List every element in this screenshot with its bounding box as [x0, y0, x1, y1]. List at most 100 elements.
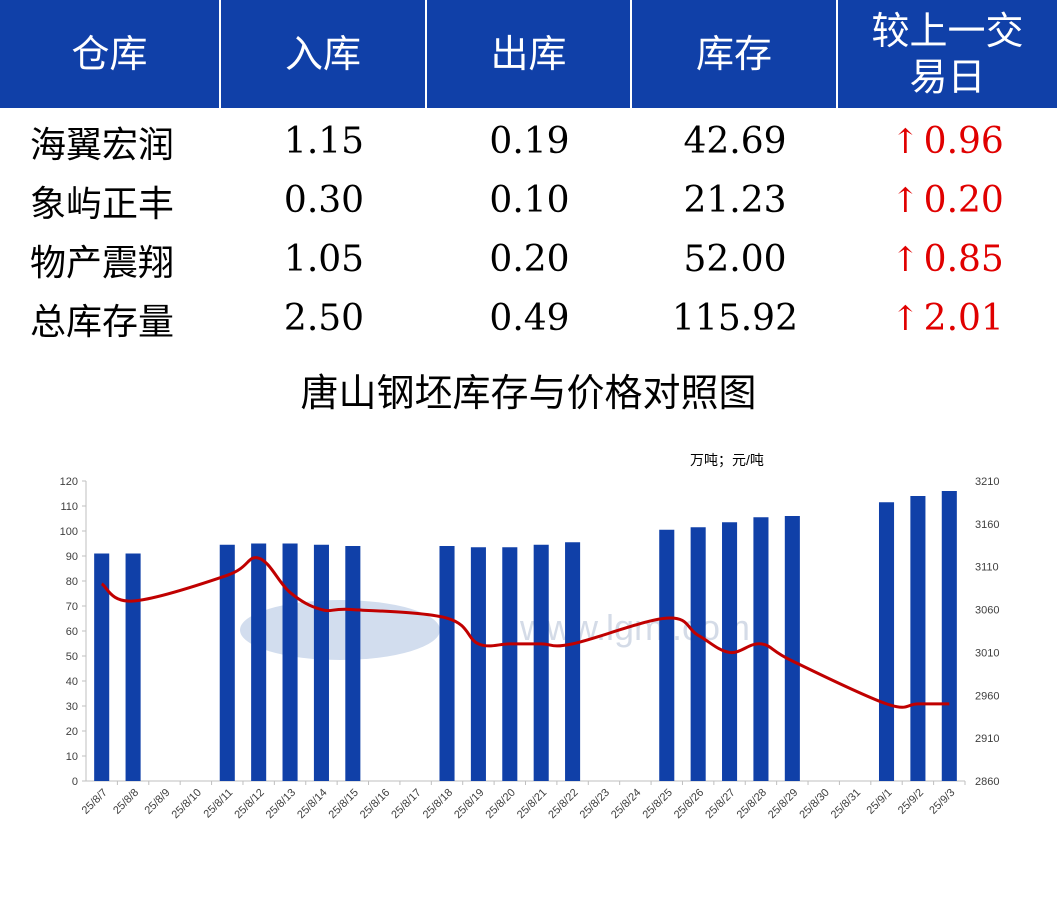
warehouse-name: 物产震翔 [30, 242, 175, 284]
left-tick-label: 70 [66, 601, 78, 613]
header-inbound: 入库 [221, 0, 427, 108]
inbound-value: 0.30 [283, 180, 365, 221]
table-row: 象屿正丰 0.30 0.10 21.23 ↑ 0.20 [0, 171, 1057, 230]
chart-title: 唐山钢坯库存与价格对照图 [300, 371, 757, 415]
x-tick-label: 25/8/11 [202, 787, 236, 821]
inbound-value: 2.50 [283, 298, 365, 339]
warehouse-name: 海翼宏润 [30, 124, 175, 166]
left-tick-label: 10 [66, 751, 78, 763]
change-value: 0.85 [923, 239, 1004, 280]
header-outbound: 出库 [427, 0, 632, 108]
inventory-bar [125, 553, 141, 781]
left-tick-label: 90 [66, 551, 78, 563]
right-tick-label: 2860 [975, 776, 999, 788]
warehouse-name: 象屿正丰 [30, 183, 175, 225]
x-tick-label: 25/8/21 [515, 787, 549, 821]
change-cell: ↑ 0.96 [838, 112, 1057, 171]
inventory-bar [533, 544, 549, 781]
inventory-bar [565, 542, 581, 781]
inventory-bar [470, 547, 486, 781]
inventory-bar [753, 517, 769, 781]
right-tick-label: 3160 [975, 519, 999, 531]
stock-value: 21.23 [683, 180, 787, 221]
left-tick-label: 80 [66, 576, 78, 588]
x-tick-label: 25/8/22 [546, 787, 580, 821]
table-row: 总库存量 2.50 0.49 115.92 ↑ 2.01 [0, 289, 1057, 348]
x-tick-label: 25/8/10 [170, 787, 204, 821]
x-tick-label: 25/8/20 [483, 787, 517, 821]
left-tick-label: 20 [66, 726, 78, 738]
inventory-bar [941, 491, 957, 781]
stock-value: 115.92 [672, 298, 798, 339]
x-tick-label: 25/8/29 [766, 787, 800, 821]
change-value: 2.01 [923, 298, 1004, 339]
inventory-bar [910, 496, 926, 781]
x-tick-label: 25/9/3 [927, 787, 957, 817]
table-row: 物产震翔 1.05 0.20 52.00 ↑ 0.85 [0, 230, 1057, 289]
arrow-up-icon: ↑ [891, 121, 920, 162]
header-warehouse: 仓库 [0, 0, 221, 108]
table-header: 仓库 入库 出库 库存 较上一交易日 [0, 0, 1057, 108]
change-cell: ↑ 0.20 [838, 171, 1057, 230]
x-tick-label: 25/8/25 [640, 787, 674, 821]
inventory-bar [251, 543, 267, 781]
chart-container: 唐山钢坯库存与价格对照图 万吨；元/吨 www.lgmi.com 0 10 20 30… [0, 340, 1057, 895]
change-cell: ↑ 0.85 [838, 230, 1057, 289]
left-tick-label: 30 [66, 701, 78, 713]
right-tick-label: 2910 [975, 733, 999, 745]
x-tick-label: 25/8/18 [421, 787, 455, 821]
inventory-bar [659, 529, 675, 781]
inventory-bar [439, 546, 455, 781]
x-tick-label: 25/8/30 [797, 787, 831, 821]
arrow-up-icon: ↑ [891, 180, 920, 221]
x-tick-label: 25/8/15 [327, 787, 361, 821]
right-tick-label: 2960 [975, 690, 999, 702]
inventory-price-chart: 万吨；元/吨 www.lgmi.com 0 10 20 30 40 50 60 70 80 90 1… [60, 452, 1000, 821]
inbound-value: 1.15 [283, 121, 365, 162]
inventory-bar [878, 502, 895, 781]
right-tick-label: 3210 [975, 476, 999, 488]
left-tick-label: 100 [60, 526, 78, 538]
plot-area: 0 10 20 30 40 50 60 70 80 90 100 110 120 2860 2910 2960… [60, 476, 1000, 821]
x-tick-label: 25/8/27 [703, 787, 737, 821]
x-tick-label: 25/8/19 [452, 787, 486, 821]
inventory-bar [345, 546, 361, 781]
right-tick-label: 3010 [975, 647, 999, 659]
outbound-value: 0.49 [489, 298, 570, 339]
inventory-bar [690, 527, 706, 781]
left-tick-label: 110 [60, 501, 78, 513]
outbound-value: 0.10 [489, 180, 570, 221]
price-line [100, 556, 950, 709]
x-tick-label: 25/8/28 [735, 787, 769, 821]
left-tick-label: 60 [66, 626, 78, 638]
x-tick-label: 25/8/17 [389, 787, 423, 821]
inbound-value: 1.05 [283, 239, 365, 280]
x-tick-label: 25/8/24 [609, 787, 643, 821]
arrow-up-icon: ↑ [891, 298, 920, 339]
change-value: 0.20 [923, 180, 1004, 221]
unit-label: 万吨；元/吨 [690, 452, 764, 469]
inventory-table: 仓库 入库 出库 库存 较上一交易日 海翼宏润 1.15 0.19 42.69 … [0, 0, 1057, 348]
left-tick-label: 40 [66, 676, 78, 688]
left-tick-label: 120 [60, 476, 78, 488]
x-tick-label: 25/8/14 [295, 787, 329, 821]
x-tick-label: 25/9/2 [896, 787, 926, 817]
table-row: 海翼宏润 1.15 0.19 42.69 ↑ 0.96 [0, 112, 1057, 171]
x-tick-label: 25/8/31 [829, 787, 863, 821]
right-tick-label: 3060 [975, 605, 999, 617]
inventory-bar [219, 544, 235, 781]
header-change: 较上一交易日 [838, 0, 1057, 108]
x-tick-label: 25/8/12 [232, 787, 266, 821]
inventory-bar [94, 553, 110, 781]
arrow-up-icon: ↑ [891, 239, 920, 280]
inventory-bar [502, 547, 518, 781]
x-tick-label: 25/8/7 [80, 787, 110, 817]
stock-value: 42.69 [683, 121, 787, 162]
x-tick-label: 25/8/9 [142, 787, 172, 817]
left-tick-label: 50 [66, 651, 78, 663]
change-cell: ↑ 2.01 [838, 289, 1057, 348]
inventory-bar [784, 516, 800, 781]
x-tick-label: 25/9/1 [865, 787, 895, 817]
stock-value: 52.00 [683, 239, 787, 280]
warehouse-name: 总库存量 [30, 301, 175, 343]
